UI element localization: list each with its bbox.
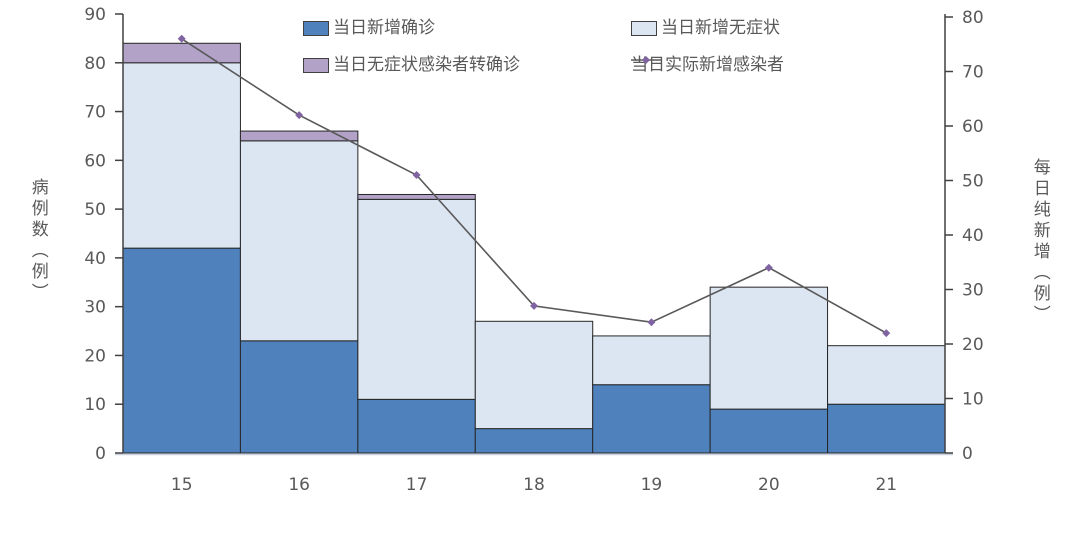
x-axis-labels: 15 16 17 18 19 20 21 — [171, 475, 897, 495]
x-label-21: 21 — [875, 475, 897, 495]
left-tick-label-40: 40 — [84, 249, 106, 269]
bar-segment-s0-c3 — [474, 428, 594, 454]
x-label-15: 15 — [171, 475, 193, 495]
right-tick-label-30: 30 — [962, 281, 984, 301]
bar-segment-s1-c3 — [474, 320, 594, 430]
bar-segment-s1-c4 — [592, 335, 711, 386]
x-label-16: 16 — [288, 475, 310, 495]
bar-segment-s0-c4 — [592, 384, 711, 454]
bar-segment-s1-c0 — [122, 62, 241, 249]
bar-segment-s0-c5 — [709, 408, 829, 454]
right-tick-label-0: 0 — [962, 444, 973, 464]
right-tick-label-70: 70 — [962, 63, 984, 83]
x-label-20: 20 — [758, 475, 780, 495]
x-label-19: 19 — [641, 475, 663, 495]
left-tick-label-90: 90 — [84, 5, 106, 25]
right-axis-title: 每日纯新增（例） — [1029, 158, 1050, 326]
right-tick-label-80: 80 — [962, 8, 984, 28]
left-tick-label-60: 60 — [84, 151, 106, 171]
bar-segment-s0-c2 — [357, 398, 476, 454]
right-tick-label-10: 10 — [962, 390, 984, 410]
bar-segment-s2-c1 — [239, 130, 359, 142]
bars-group — [122, 42, 946, 454]
bar-segment-s0-c6 — [827, 403, 946, 454]
right-tick-label-50: 50 — [962, 172, 984, 192]
bar-segment-s1-c1 — [239, 140, 359, 342]
left-tick-label-20: 20 — [84, 346, 106, 366]
x-label-18: 18 — [523, 475, 545, 495]
left-tick-label-0: 0 — [95, 444, 106, 464]
left-axis-ticks: 0 10 20 30 40 50 60 70 80 90 — [84, 5, 123, 464]
data-point-marker-18 — [530, 301, 538, 310]
legend-swatch-converted-confirmed — [303, 57, 329, 73]
right-tick-label-60: 60 — [962, 117, 984, 137]
data-point-marker-21 — [882, 329, 891, 338]
line-series — [177, 34, 891, 338]
legend-swatch-new-confirmed — [303, 20, 329, 36]
right-tick-label-20: 20 — [962, 335, 984, 355]
data-point-marker-17 — [412, 171, 421, 180]
legend-item-actual-new-infections: 当日实际新增感染者 — [631, 54, 784, 76]
left-tick-label-10: 10 — [84, 395, 106, 415]
legend-line-marker-icon — [631, 56, 661, 64]
legend-label-new-confirmed: 当日新增确诊 — [333, 17, 435, 38]
bar-segment-s1-c5 — [709, 286, 829, 410]
data-point-marker-15 — [177, 34, 186, 43]
legend-item-converted-confirmed: 当日无症状感染者转确诊 — [303, 54, 520, 76]
right-tick-label-40: 40 — [962, 226, 984, 246]
legend-item-new-confirmed: 当日新增确诊 — [303, 17, 435, 39]
bar-segment-s1-c6 — [827, 345, 946, 405]
data-point-marker-16 — [295, 111, 304, 120]
legend-swatch-new-asymptomatic — [631, 20, 657, 36]
bar-segment-s2-c0 — [122, 42, 241, 64]
bar-segment-s1-c2 — [357, 198, 476, 400]
bar-segment-s0-c1 — [239, 340, 359, 454]
x-label-17: 17 — [406, 475, 428, 495]
left-axis-title: 病例数（例） — [27, 178, 48, 304]
left-tick-label-30: 30 — [84, 298, 106, 318]
right-axis-ticks: 0 10 20 30 40 50 60 70 80 — [945, 8, 984, 464]
bar-segment-s0-c0 — [122, 247, 241, 454]
bar-segment-s2-c2 — [357, 193, 476, 200]
legend-label-new-asymptomatic: 当日新增无症状 — [661, 17, 780, 38]
legend-item-new-asymptomatic: 当日新增无症状 — [631, 17, 780, 39]
legend-label-converted-confirmed: 当日无症状感染者转确诊 — [333, 54, 520, 75]
legend-label-actual-new-infections: 当日实际新增感染者 — [631, 54, 784, 75]
left-tick-label-80: 80 — [84, 54, 106, 74]
left-tick-label-50: 50 — [84, 200, 106, 220]
data-point-marker-19 — [647, 318, 656, 327]
data-point-marker-20 — [764, 263, 773, 272]
axes-group — [122, 14, 946, 453]
left-tick-label-70: 70 — [84, 103, 106, 123]
